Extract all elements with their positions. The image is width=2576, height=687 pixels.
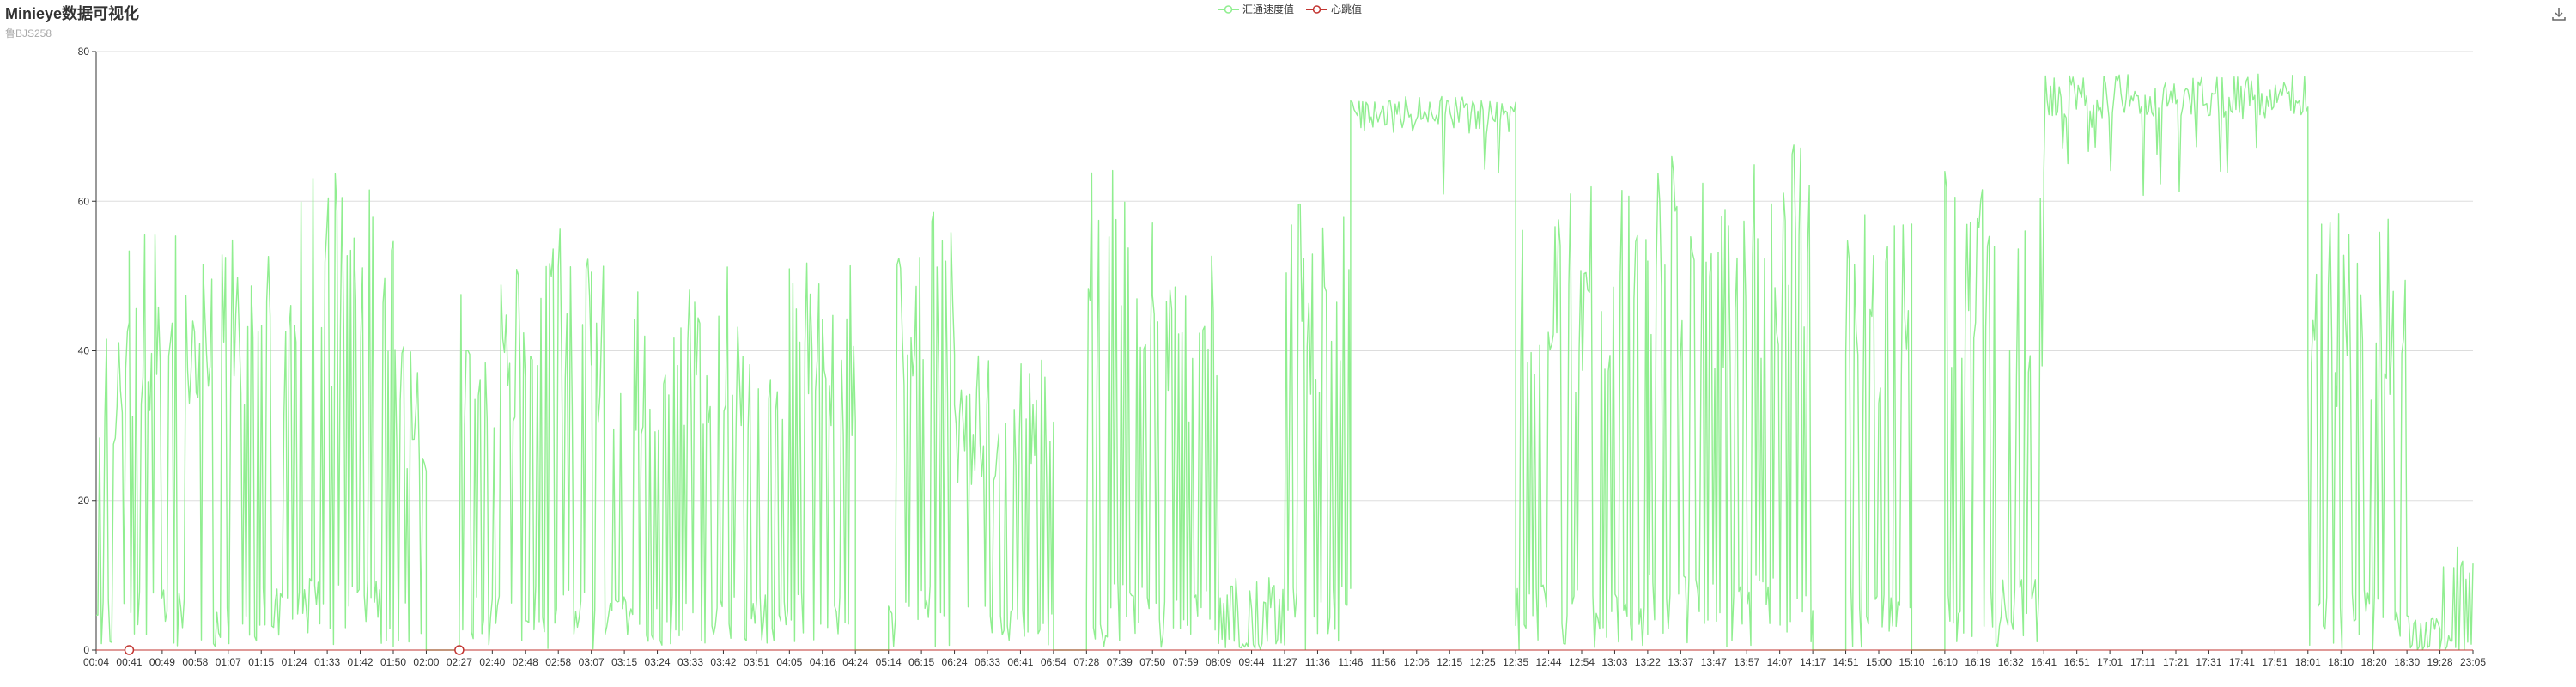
- x-tick-label: 18:10: [2328, 656, 2354, 668]
- x-tick-label: 16:10: [1932, 656, 1958, 668]
- x-tick-label: 15:00: [1866, 656, 1892, 668]
- x-tick-label: 11:46: [1338, 656, 1363, 668]
- legend: 汇通速度值 心跳值: [1218, 2, 1362, 16]
- x-tick-label: 14:07: [1767, 656, 1793, 668]
- x-tick-label: 16:51: [2064, 656, 2090, 668]
- heartbeat-point: [124, 645, 135, 655]
- x-axis: 00:04 00:41 00:49 00:58 01:07 01:15 01:24 01:33…: [83, 649, 2486, 668]
- x-tick-label: 03:24: [645, 656, 671, 668]
- x-tick-label: 01:42: [348, 656, 374, 668]
- chart-subtitle: 鲁BJS258: [5, 27, 52, 40]
- x-tick-label: 14:17: [1800, 656, 1826, 668]
- x-tick-label: 18:01: [2295, 656, 2321, 668]
- x-tick-label: 15:10: [1899, 656, 1924, 668]
- x-tick-label: 18:20: [2361, 656, 2387, 668]
- x-tick-label: 16:32: [1998, 656, 2024, 668]
- y-tick-label: 40: [78, 345, 90, 357]
- legend-heartbeat-icon: [1306, 4, 1328, 14]
- x-tick-label: 06:41: [1007, 656, 1033, 668]
- chart-title: Minieye数据可视化: [5, 5, 140, 22]
- x-tick-label: 02:48: [513, 656, 538, 668]
- x-tick-label: 02:00: [413, 656, 439, 668]
- x-tick-label: 07:59: [1173, 656, 1199, 668]
- x-tick-label: 06:33: [975, 656, 1000, 668]
- x-tick-label: 01:15: [248, 656, 274, 668]
- y-axis: 0 20 40 60 80: [78, 46, 97, 656]
- series-line-speed: [95, 73, 2474, 651]
- x-tick-label: 12:15: [1437, 656, 1462, 668]
- x-tick-label: 01:07: [216, 656, 241, 668]
- x-tick-label: 12:54: [1569, 656, 1595, 668]
- x-tick-label: 13:37: [1668, 656, 1693, 668]
- x-tick-label: 11:27: [1272, 656, 1297, 668]
- x-tick-label: 02:58: [545, 656, 571, 668]
- x-tick-label: 12:25: [1470, 656, 1496, 668]
- x-tick-label: 11:56: [1371, 656, 1396, 668]
- x-tick-label: 13:22: [1635, 656, 1661, 668]
- x-tick-label: 17:41: [2229, 656, 2255, 668]
- x-tick-label: 04:05: [776, 656, 802, 668]
- x-tick-label: 05:14: [876, 656, 902, 668]
- x-tick-label: 07:50: [1139, 656, 1165, 668]
- y-tick-label: 20: [78, 495, 90, 507]
- legend-item-speed[interactable]: 汇通速度值: [1218, 2, 1294, 16]
- legend-speed-icon: [1218, 4, 1239, 14]
- x-tick-label: 03:51: [744, 656, 769, 668]
- x-tick-label: 16:19: [1965, 656, 1990, 668]
- x-tick-label: 02:27: [447, 656, 472, 668]
- x-tick-label: 08:09: [1206, 656, 1231, 668]
- x-tick-label: 09:44: [1239, 656, 1265, 668]
- x-tick-label: 12:06: [1404, 656, 1430, 668]
- x-tick-label: 03:42: [710, 656, 736, 668]
- x-tick-label: 16:41: [2031, 656, 2057, 668]
- x-tick-label: 11:36: [1305, 656, 1330, 668]
- x-tick-label: 06:15: [908, 656, 934, 668]
- x-tick-label: 02:40: [479, 656, 505, 668]
- x-tick-label: 03:33: [677, 656, 703, 668]
- y-tick-label: 60: [78, 195, 90, 207]
- x-tick-label: 17:31: [2196, 656, 2221, 668]
- x-tick-label: 01:50: [380, 656, 406, 668]
- x-tick-label: 00:58: [182, 656, 208, 668]
- grid-lines: [96, 51, 2473, 502]
- x-tick-label: 12:35: [1503, 656, 1528, 668]
- x-tick-label: 23:05: [2460, 656, 2486, 668]
- y-tick-label: 0: [83, 644, 89, 656]
- x-tick-label: 01:24: [282, 656, 307, 668]
- x-tick-label: 00:49: [149, 656, 175, 668]
- x-tick-label: 17:01: [2097, 656, 2123, 668]
- x-tick-label: 12:44: [1536, 656, 1562, 668]
- x-tick-label: 14:51: [1833, 656, 1859, 668]
- y-tick-label: 80: [78, 46, 90, 58]
- x-tick-label: 01:33: [314, 656, 340, 668]
- x-tick-label: 19:28: [2427, 656, 2453, 668]
- legend-item-heartbeat[interactable]: 心跳值: [1306, 2, 1362, 16]
- x-tick-label: 04:16: [810, 656, 835, 668]
- x-tick-label: 03:15: [611, 656, 637, 668]
- x-tick-label: 00:41: [116, 656, 142, 668]
- x-tick-label: 07:39: [1107, 656, 1133, 668]
- x-tick-label: 03:07: [579, 656, 605, 668]
- x-tick-label: 06:54: [1041, 656, 1066, 668]
- x-tick-label: 13:47: [1701, 656, 1727, 668]
- x-tick-label: 17:51: [2262, 656, 2287, 668]
- legend-heartbeat-label: 心跳值: [1331, 3, 1363, 15]
- x-tick-label: 04:24: [842, 656, 868, 668]
- series-layer: [95, 73, 2474, 651]
- x-tick-label: 07:28: [1073, 656, 1099, 668]
- x-tick-label: 17:21: [2163, 656, 2189, 668]
- legend-speed-label: 汇通速度值: [1242, 3, 1295, 15]
- heartbeat-point: [454, 645, 465, 655]
- marker-layer: [124, 645, 465, 655]
- x-tick-label: 13:03: [1601, 656, 1627, 668]
- x-tick-label: 18:30: [2394, 656, 2420, 668]
- x-tick-label: 06:24: [942, 656, 968, 668]
- download-icon[interactable]: [2550, 5, 2567, 22]
- x-tick-label: 00:04: [83, 656, 109, 668]
- x-tick-label: 17:11: [2130, 656, 2155, 668]
- x-tick-label: 13:57: [1734, 656, 1759, 668]
